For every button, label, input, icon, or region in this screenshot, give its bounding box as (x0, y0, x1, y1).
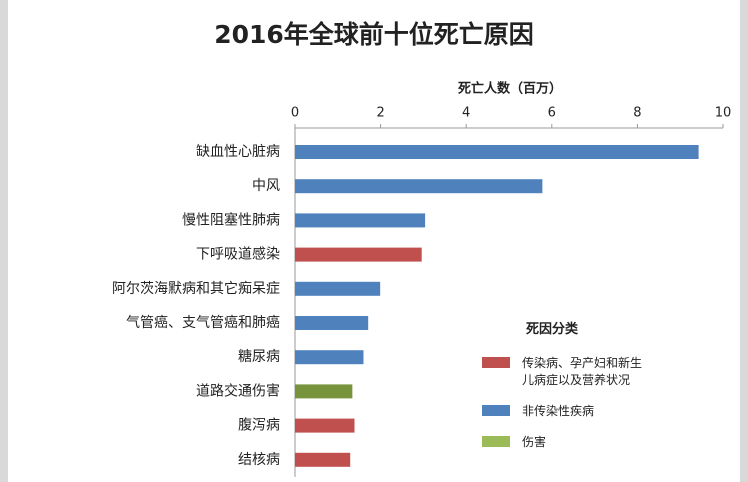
x-tick-label: 6 (548, 106, 556, 121)
chart-title: 2016年全球前十位死亡原因 (214, 20, 534, 49)
frame-left (0, 0, 8, 482)
bar (295, 247, 422, 262)
legend-swatch (482, 405, 510, 416)
y-tick-label: 下呼吸道感染 (196, 246, 280, 263)
y-tick-label: 阿尔茨海默病和其它痴呆症 (112, 280, 280, 297)
legend-title: 死因分类 (526, 322, 579, 337)
bar (295, 418, 355, 433)
bar (295, 384, 353, 399)
bar (295, 281, 381, 296)
legend-label: 伤害 (522, 435, 547, 449)
x-axis-label: 死亡人数（百万） (458, 81, 562, 97)
y-tick-label: 中风 (252, 178, 280, 194)
legend-label: 非传染性疾病 (522, 404, 595, 418)
x-tick-label: 8 (633, 106, 641, 121)
x-tick-label: 10 (715, 106, 732, 121)
bar (295, 350, 364, 365)
y-tick-label: 慢性阻塞性肺病 (182, 211, 280, 228)
y-tick-label: 道路交通伤害 (196, 382, 280, 399)
bar (295, 452, 351, 467)
y-tick-label: 糖尿病 (238, 349, 280, 365)
frame-right (740, 0, 748, 482)
legend: 死因分类 传染病、孕产妇和新生儿病症以及营养状况非传染性疾病 伤害 (482, 318, 662, 465)
legend-swatch (482, 436, 510, 447)
x-tick-label: 2 (376, 106, 384, 121)
bar (295, 316, 369, 330)
x-tick-label: 4 (462, 106, 470, 121)
bar (295, 145, 699, 159)
y-tick-label: 缺血性心脏病 (196, 144, 280, 160)
y-tick-label: 气管癌、支气管癌和肺癌 (126, 315, 280, 331)
legend-item: 伤害 (482, 434, 662, 451)
x-tick-label: 0 (291, 106, 299, 121)
legend-swatch (482, 357, 510, 368)
y-tick-label: 结核病 (238, 452, 280, 468)
y-tick-label: 腹泻病 (238, 417, 280, 434)
bar (295, 213, 426, 228)
legend-label: 传染病、孕产妇和新生儿病症以及营养状况 (522, 356, 643, 387)
legend-item: 非传染性疾病 (482, 403, 662, 420)
legend-item: 传染病、孕产妇和新生儿病症以及营养状况 (482, 355, 662, 389)
bar (295, 179, 543, 194)
